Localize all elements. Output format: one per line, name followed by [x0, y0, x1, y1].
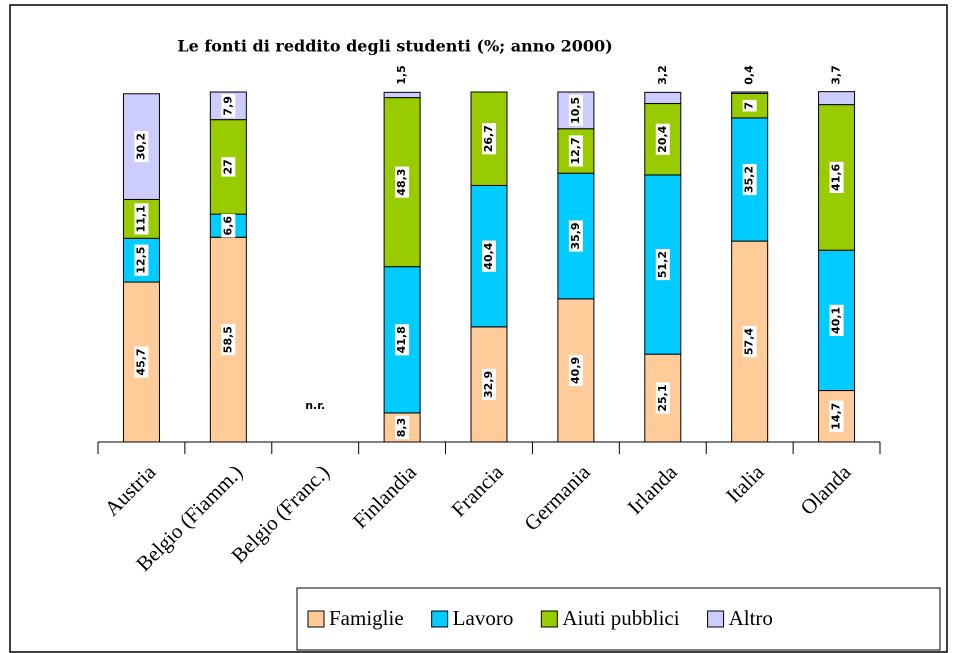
legend-label: Famiglie [329, 606, 404, 630]
value-label-bg [395, 166, 410, 198]
value-label-bg [395, 415, 410, 440]
bar-segment [644, 91, 682, 105]
value-label-bg [568, 94, 583, 126]
value-label: 7 [743, 102, 756, 110]
value-label-bg [655, 248, 670, 281]
value-label-bg [655, 63, 670, 87]
value-label: 0,4 [743, 65, 756, 85]
value-label-bg [742, 325, 757, 358]
bar-segment [383, 91, 421, 99]
value-label-bg [655, 123, 670, 155]
legend [296, 587, 941, 651]
value-label: 40,9 [569, 357, 582, 384]
chart-title: Le fonti di reddito degli studenti (%; a… [177, 37, 612, 56]
value-label: 35,2 [743, 166, 756, 193]
bar-segment [731, 91, 769, 94]
value-label: 40,4 [482, 242, 495, 269]
value-label-bg [134, 131, 149, 163]
value-label: 14,7 [830, 403, 843, 430]
value-label: 10,5 [569, 97, 582, 124]
value-label: 26,7 [482, 125, 495, 152]
value-label-bg [221, 324, 236, 356]
value-label: 45,7 [134, 348, 147, 375]
value-label: 12,5 [134, 247, 147, 274]
value-label: 3,7 [830, 65, 843, 85]
bar-segment [818, 104, 856, 251]
value-label: 7,9 [221, 96, 234, 116]
value-label: 11,1 [134, 205, 147, 232]
value-label-bg [568, 220, 583, 252]
value-label: 27 [221, 159, 234, 174]
value-label-bg [829, 63, 844, 87]
value-label-bg [221, 157, 236, 177]
value-label: 30,2 [134, 133, 147, 160]
value-label: 48,3 [395, 169, 408, 196]
value-label: 12,7 [569, 137, 582, 164]
value-label-bg [829, 304, 844, 336]
value-label-bg [482, 368, 496, 400]
value-label-bg [829, 400, 844, 432]
legend-label: Altro [729, 606, 773, 630]
value-label: 20,4 [656, 125, 669, 152]
value-label: 6,6 [221, 216, 234, 236]
annotation: n.r. [305, 399, 325, 412]
value-label: 8,3 [395, 418, 408, 438]
value-label: 1,5 [395, 65, 408, 85]
value-label: 58,5 [221, 326, 234, 353]
bar-segment [470, 91, 508, 186]
value-label-bg [134, 203, 149, 235]
value-label-bg [221, 213, 236, 238]
value-label: 25,1 [656, 385, 669, 412]
value-label-bg [655, 382, 670, 414]
value-label-bg [395, 63, 410, 87]
legend-swatch [707, 610, 725, 628]
value-label-bg [395, 324, 410, 356]
value-label: 3,2 [656, 65, 669, 85]
value-label-bg [568, 135, 583, 167]
legend-label: Lavoro [453, 606, 514, 630]
value-label-bg [742, 163, 757, 196]
bar-segment [818, 91, 856, 106]
value-label-bg [568, 354, 583, 386]
value-label-bg [829, 161, 844, 193]
value-label: 41,8 [395, 326, 408, 353]
value-label: 51,2 [656, 251, 669, 278]
value-label-bg [134, 346, 149, 378]
value-label-bg [742, 63, 757, 87]
value-label-bg [482, 240, 496, 272]
legend-swatch [540, 610, 558, 628]
value-label-bg [134, 244, 149, 276]
value-label: 57,4 [743, 328, 756, 355]
value-label-bg [221, 94, 236, 118]
legend-swatch [307, 610, 325, 628]
value-label: 40,1 [830, 307, 843, 334]
value-label-bg [482, 123, 496, 155]
value-label: 32,9 [482, 371, 495, 398]
legend-swatch [431, 610, 449, 628]
value-label-bg [742, 99, 757, 112]
value-label: 41,6 [830, 163, 843, 190]
legend-label: Aiuti pubblici [562, 606, 679, 630]
value-label: 35,9 [569, 222, 582, 249]
